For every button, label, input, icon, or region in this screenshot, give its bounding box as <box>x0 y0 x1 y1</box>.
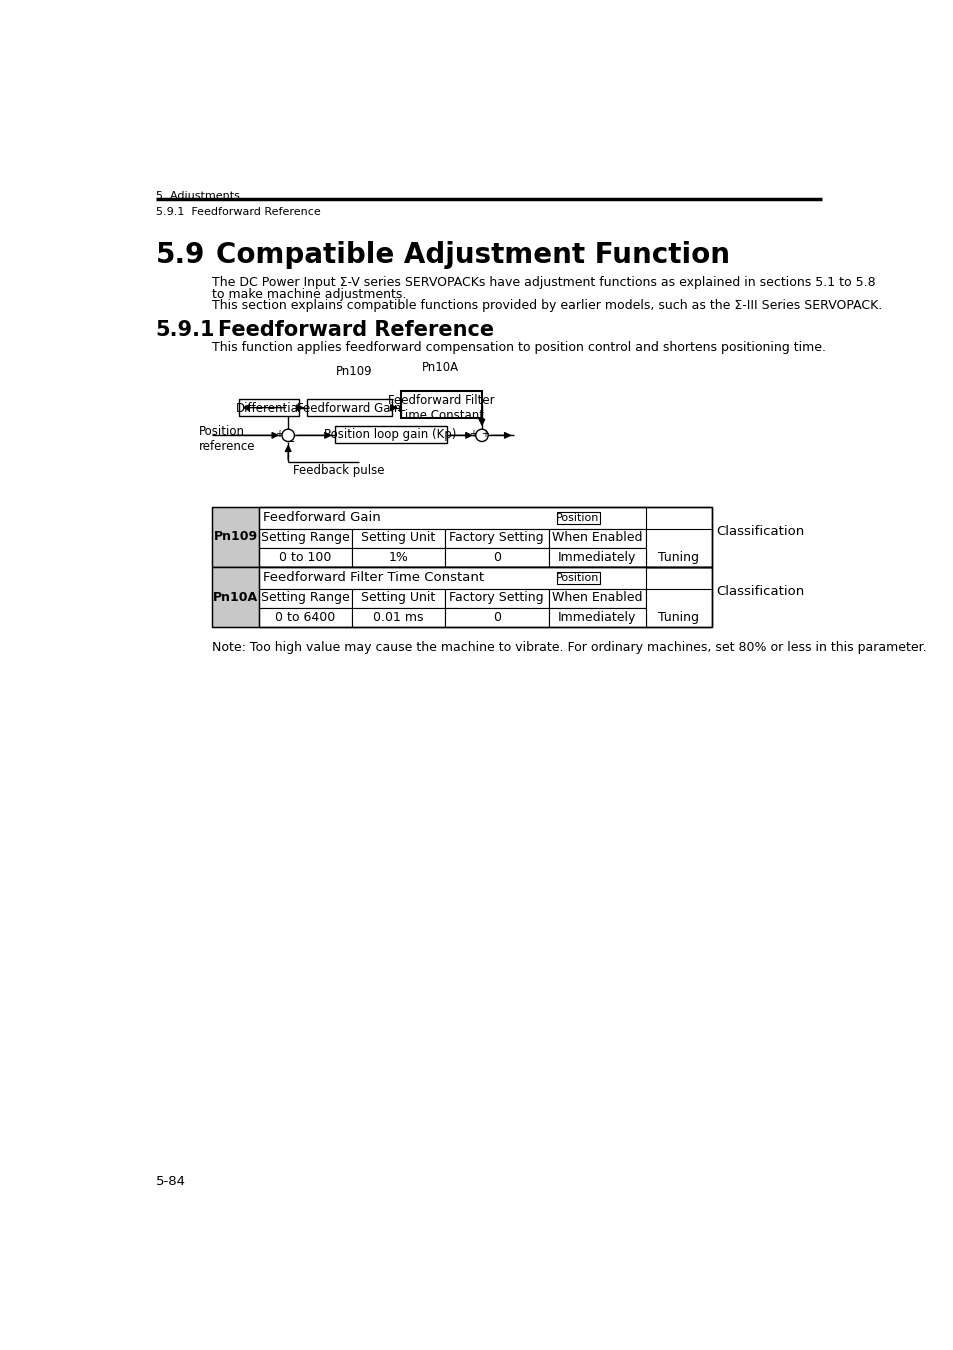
Text: Feedback pulse: Feedback pulse <box>293 464 384 477</box>
Bar <box>444 608 549 628</box>
Text: +: + <box>468 429 476 439</box>
Text: Tuning: Tuning <box>658 612 699 624</box>
Bar <box>444 528 549 548</box>
Text: Setting Range: Setting Range <box>260 591 349 605</box>
Text: Feedforward Gain: Feedforward Gain <box>263 510 381 524</box>
Text: 5  Adjustments: 5 Adjustments <box>155 192 239 201</box>
Bar <box>212 567 711 628</box>
Bar <box>549 548 645 567</box>
Bar <box>258 567 645 589</box>
Bar <box>549 589 645 608</box>
Bar <box>307 400 392 416</box>
Text: Position loop gain (Kp): Position loop gain (Kp) <box>324 428 456 441</box>
Text: Position: Position <box>556 572 599 583</box>
Text: This function applies feedforward compensation to position control and shortens : This function applies feedforward compen… <box>212 342 825 355</box>
Text: Setting Unit: Setting Unit <box>361 532 435 544</box>
Text: 0: 0 <box>492 610 500 624</box>
Text: Classification: Classification <box>716 525 803 539</box>
Text: −: − <box>286 437 294 447</box>
Bar <box>335 427 447 443</box>
Text: 0.01 ms: 0.01 ms <box>373 610 423 624</box>
Bar <box>549 608 645 628</box>
Text: 0: 0 <box>492 551 500 563</box>
Bar <box>258 528 352 548</box>
Bar <box>258 589 352 608</box>
Text: 0 to 6400: 0 to 6400 <box>274 610 335 624</box>
Text: Feedforward Filter Time Constant: Feedforward Filter Time Constant <box>263 571 484 583</box>
Text: Pn10A: Pn10A <box>213 590 258 603</box>
Text: Pn109: Pn109 <box>213 531 257 544</box>
Bar <box>444 548 549 567</box>
Text: Feedforward Filter
Time Constant: Feedforward Filter Time Constant <box>387 394 494 421</box>
Text: Setting Range: Setting Range <box>260 532 349 544</box>
Text: Feedforward Reference: Feedforward Reference <box>217 320 494 340</box>
Bar <box>645 528 711 567</box>
Text: Factory Setting: Factory Setting <box>449 591 543 605</box>
Text: Tuning: Tuning <box>658 551 699 564</box>
Text: The DC Power Input Σ-V series SERVOPACKs have adjustment functions as explained : The DC Power Input Σ-V series SERVOPACKs… <box>212 275 875 289</box>
Text: +: + <box>274 429 283 439</box>
Bar <box>212 508 711 567</box>
Text: Factory Setting: Factory Setting <box>449 532 543 544</box>
Text: Feedforward Gain: Feedforward Gain <box>297 402 401 416</box>
Bar <box>258 508 645 528</box>
Bar <box>557 512 599 524</box>
Text: Setting Unit: Setting Unit <box>361 591 435 605</box>
Text: Immediately: Immediately <box>558 610 636 624</box>
Text: Position: Position <box>556 513 599 522</box>
Text: Classification: Classification <box>716 585 803 598</box>
Bar <box>258 508 711 567</box>
Bar <box>645 589 711 628</box>
Text: When Enabled: When Enabled <box>552 591 642 605</box>
Bar <box>212 567 258 628</box>
Bar <box>239 400 298 416</box>
Bar <box>212 508 258 567</box>
Bar <box>258 608 352 628</box>
Bar <box>444 589 549 608</box>
Bar <box>549 528 645 548</box>
Text: 5.9.1  Feedforward Reference: 5.9.1 Feedforward Reference <box>155 207 320 216</box>
Text: 1%: 1% <box>388 551 408 563</box>
Text: Position
reference: Position reference <box>199 424 255 452</box>
Text: to make machine adjustments.: to make machine adjustments. <box>212 288 406 301</box>
Bar <box>352 528 444 548</box>
Text: 0 to 100: 0 to 100 <box>279 551 331 563</box>
Bar <box>352 589 444 608</box>
Text: This section explains compatible functions provided by earlier models, such as t: This section explains compatible functio… <box>212 300 882 312</box>
Text: +: + <box>480 429 489 439</box>
Bar <box>258 548 352 567</box>
Text: When Enabled: When Enabled <box>552 532 642 544</box>
Text: 5.9: 5.9 <box>155 240 205 269</box>
Bar <box>258 567 711 628</box>
Bar <box>557 571 599 585</box>
Circle shape <box>476 429 488 441</box>
Circle shape <box>282 429 294 441</box>
Text: Pn10A: Pn10A <box>421 360 458 374</box>
Text: Note: Too high value may cause the machine to vibrate. For ordinary machines, se: Note: Too high value may cause the machi… <box>212 641 926 653</box>
Text: Pn109: Pn109 <box>335 366 373 378</box>
Bar <box>352 608 444 628</box>
Bar <box>400 392 481 417</box>
Text: 5.9.1: 5.9.1 <box>155 320 215 340</box>
Text: Differential: Differential <box>235 402 302 416</box>
Text: 5-84: 5-84 <box>155 1174 186 1188</box>
Bar <box>352 548 444 567</box>
Text: Immediately: Immediately <box>558 551 636 563</box>
Text: Compatible Adjustment Function: Compatible Adjustment Function <box>216 240 729 269</box>
